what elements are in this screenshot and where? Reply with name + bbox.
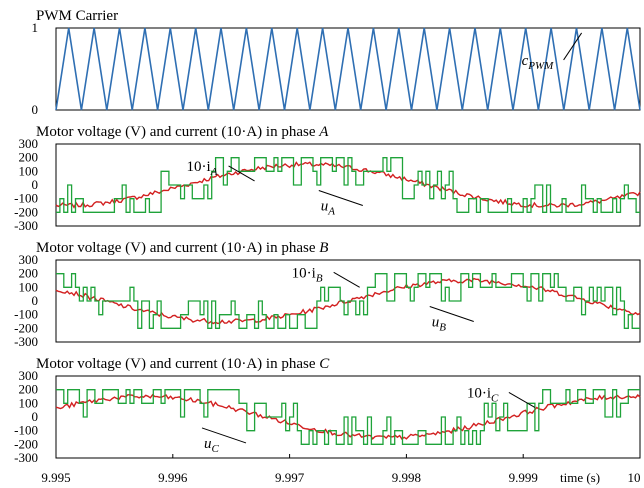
y-tick-label: 200 bbox=[19, 266, 39, 281]
annotation-leader bbox=[228, 165, 255, 182]
y-tick-label: 300 bbox=[19, 252, 39, 267]
annotation-leader bbox=[318, 189, 363, 206]
annotation-label: cPWM bbox=[522, 53, 555, 72]
x-tick-label: 9.995 bbox=[41, 470, 70, 485]
x-tick-label: 9.997 bbox=[275, 470, 305, 485]
y-tick-label: 0 bbox=[32, 293, 39, 308]
y-tick-label: 100 bbox=[19, 279, 39, 294]
panel-title: PWM Carrier bbox=[36, 8, 118, 24]
series-voltage-line bbox=[56, 157, 640, 213]
x-tick-label: 9.998 bbox=[392, 470, 421, 485]
annotation-leader bbox=[201, 427, 247, 444]
annotation-leader bbox=[508, 392, 536, 408]
y-tick-label: -200 bbox=[14, 436, 38, 451]
y-tick-label: 100 bbox=[19, 163, 39, 178]
y-tick-label: -100 bbox=[14, 423, 38, 438]
y-tick-label: 0 bbox=[32, 177, 39, 192]
y-tick-label: -300 bbox=[14, 218, 38, 233]
y-tick-label: 300 bbox=[19, 136, 39, 151]
series-voltage-line bbox=[56, 389, 640, 445]
annotation-leader bbox=[429, 305, 474, 322]
y-tick-label: 300 bbox=[19, 368, 39, 383]
y-tick-label: 0 bbox=[32, 102, 39, 117]
annotation-label: 10·iA bbox=[187, 159, 218, 178]
y-tick-label: 100 bbox=[19, 395, 39, 410]
panel-phase-a: Motor voltage (V) and current (10·A) in … bbox=[36, 124, 641, 227]
y-tick-label: -300 bbox=[14, 334, 38, 349]
annotation-label: 10·iC bbox=[467, 385, 499, 404]
annotation-label: uC bbox=[204, 436, 220, 455]
plot-frame bbox=[55, 375, 641, 459]
panel-title: Motor voltage (V) and current (10·A) in … bbox=[36, 356, 330, 372]
x-tick-label: 10 bbox=[628, 470, 641, 485]
x-axis-label: time (s) bbox=[560, 470, 600, 485]
annotation-label: 10·iB bbox=[292, 265, 323, 284]
y-tick-label: -200 bbox=[14, 204, 38, 219]
y-tick-label: 200 bbox=[19, 150, 39, 165]
y-tick-label: -200 bbox=[14, 320, 38, 335]
y-tick-label: 1 bbox=[32, 20, 39, 35]
plot-frame bbox=[55, 259, 641, 343]
panel-title: Motor voltage (V) and current (10·A) in … bbox=[36, 124, 329, 140]
annotation-label: uA bbox=[321, 198, 336, 217]
y-tick-label: 200 bbox=[19, 382, 39, 397]
y-tick-label: -300 bbox=[14, 450, 38, 465]
panel-phase-c: Motor voltage (V) and current (10·A) in … bbox=[36, 356, 641, 459]
y-tick-label: -100 bbox=[14, 307, 38, 322]
annotation-leader bbox=[563, 32, 583, 61]
x-tick-label: 9.996 bbox=[158, 470, 188, 485]
x-tick-label: 9.999 bbox=[509, 470, 538, 485]
series-voltage-line bbox=[56, 273, 640, 329]
y-tick-label: 0 bbox=[32, 409, 39, 424]
annotations: cPWM 10·iA uA 10·iB uB 10·iC uC bbox=[187, 32, 583, 455]
series-carrier-line bbox=[55, 27, 641, 111]
chart-marks bbox=[55, 27, 641, 445]
plot-frame bbox=[55, 143, 641, 227]
annotation-label: uB bbox=[432, 314, 447, 333]
panel-title: Motor voltage (V) and current (10·A) in … bbox=[36, 240, 328, 256]
annotation-leader bbox=[333, 271, 360, 288]
panel-phase-b: Motor voltage (V) and current (10·A) in … bbox=[36, 240, 641, 343]
y-tick-label: -100 bbox=[14, 191, 38, 206]
axes: 013002001000-100-200-3003002001000-100-2… bbox=[14, 20, 641, 485]
